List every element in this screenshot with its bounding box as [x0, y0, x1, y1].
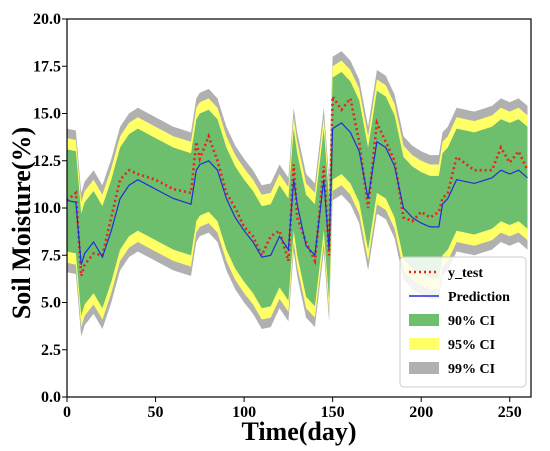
series-line-prediction — [66, 122, 528, 265]
legend-swatch-99-ci — [409, 362, 439, 374]
y-axis-ticks: 0.0 2.5 5.0 7.5 10.0 12.5 15.0 17.5 20.0 — [33, 11, 67, 406]
legend-label-99-ci: 99% CI — [448, 362, 495, 377]
y-tick-label: 15.0 — [33, 106, 61, 123]
x-tick-label: 100 — [232, 404, 256, 421]
band-90-ci — [67, 71, 528, 316]
x-tick-label: 50 — [148, 404, 164, 421]
x-axis-label: Time(day) — [241, 417, 356, 446]
x-tick-label: 0 — [63, 404, 71, 421]
x-tick-label: 250 — [498, 404, 522, 421]
legend-box — [399, 256, 527, 388]
series-lines — [66, 92, 529, 277]
y-tick-label: 7.5 — [41, 247, 61, 264]
legend-swatch-95-ci — [409, 338, 439, 350]
x-tick-label: 200 — [409, 404, 433, 421]
x-axis-ticks: 0 50 100 150 200 250 — [63, 397, 522, 421]
y-tick-label: 20.0 — [33, 11, 61, 28]
y-tick-label: 0.0 — [41, 389, 61, 406]
legend-label-prediction: Prediction — [448, 290, 510, 305]
y-tick-label: 2.5 — [41, 342, 61, 359]
legend: y_test Prediction 90% CI 95% CI 99% CI — [399, 256, 527, 388]
legend-swatch-90-ci — [409, 314, 439, 326]
y-axis-label: Soil Moisture(%) — [7, 127, 36, 319]
legend-label-y-test: y_test — [448, 266, 483, 281]
y-tick-label: 12.5 — [33, 153, 61, 170]
y-tick-label: 10.0 — [33, 200, 61, 217]
legend-label-90-ci: 90% CI — [448, 314, 495, 329]
y-tick-label: 5.0 — [41, 295, 61, 312]
y-tick-label: 17.5 — [33, 58, 61, 75]
x-tick-label: 150 — [321, 404, 345, 421]
legend-label-95-ci: 95% CI — [448, 338, 495, 353]
